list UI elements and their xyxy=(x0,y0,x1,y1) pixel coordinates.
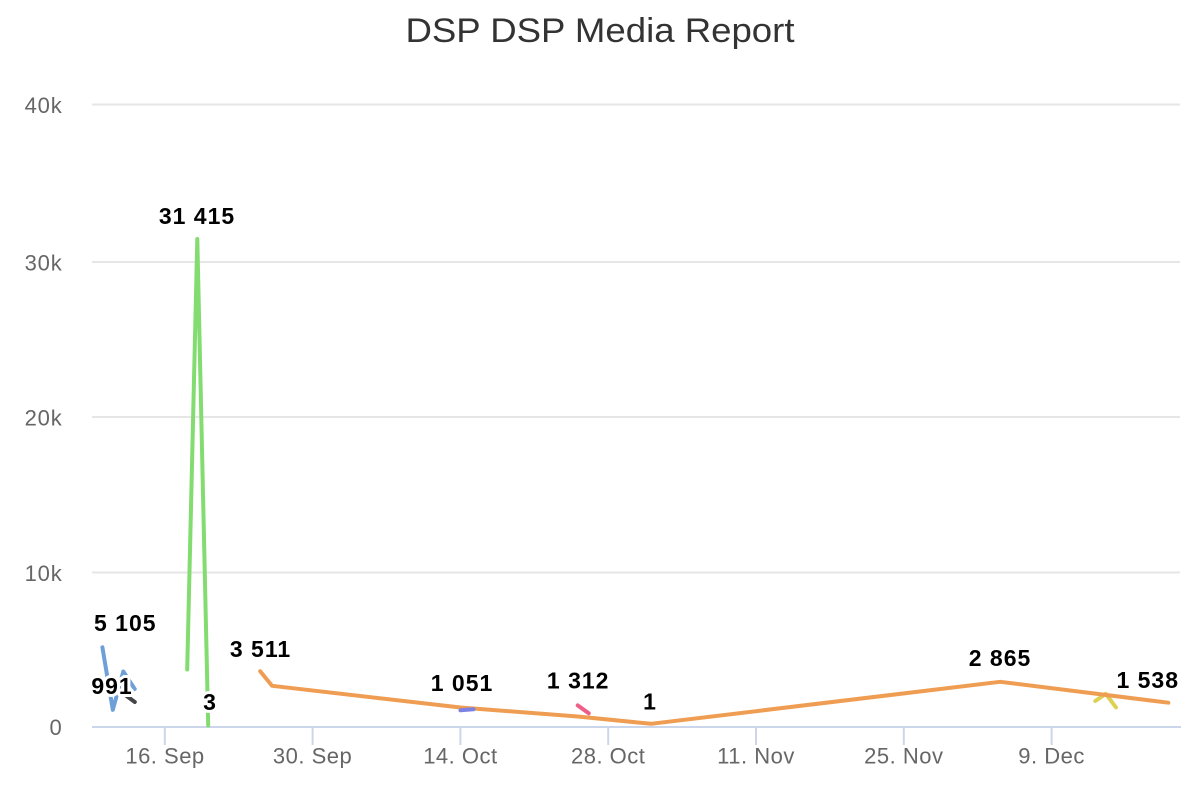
svg-text:14. Oct: 14. Oct xyxy=(423,744,497,769)
svg-text:0: 0 xyxy=(49,715,62,740)
svg-text:11. Nov: 11. Nov xyxy=(717,744,795,769)
svg-text:31 415: 31 415 xyxy=(159,203,235,229)
svg-text:1: 1 xyxy=(643,689,657,715)
svg-text:991: 991 xyxy=(91,673,132,699)
svg-text:1 538: 1 538 xyxy=(1116,667,1179,693)
svg-text:28. Oct: 28. Oct xyxy=(571,744,645,769)
svg-text:30. Sep: 30. Sep xyxy=(273,744,352,769)
svg-text:16. Sep: 16. Sep xyxy=(125,744,204,769)
svg-text:5 105: 5 105 xyxy=(94,610,157,636)
svg-text:20k: 20k xyxy=(25,406,63,431)
svg-text:2 865: 2 865 xyxy=(969,645,1032,671)
svg-text:25. Nov: 25. Nov xyxy=(864,744,943,769)
svg-text:30k: 30k xyxy=(25,251,63,276)
svg-text:1 312: 1 312 xyxy=(547,668,610,694)
svg-text:9. Dec: 9. Dec xyxy=(1018,744,1085,769)
svg-text:1 051: 1 051 xyxy=(431,670,494,696)
svg-text:DSP DSP Media Report: DSP DSP Media Report xyxy=(406,12,796,50)
svg-text:10k: 10k xyxy=(25,561,63,586)
svg-text:40k: 40k xyxy=(25,93,63,118)
svg-text:3: 3 xyxy=(203,689,217,715)
svg-text:3 511: 3 511 xyxy=(230,636,291,662)
